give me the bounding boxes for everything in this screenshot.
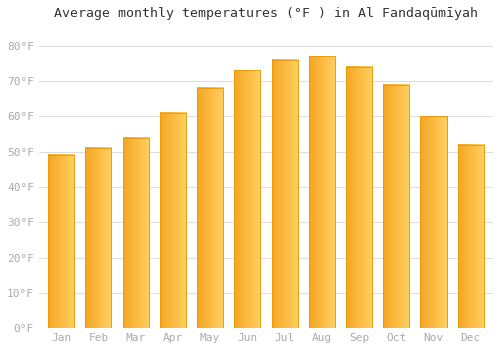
Bar xyxy=(48,155,74,328)
Bar xyxy=(48,155,74,328)
Bar xyxy=(234,70,260,328)
Bar xyxy=(458,145,483,328)
Bar xyxy=(308,56,335,328)
Bar xyxy=(458,145,483,328)
Bar xyxy=(420,116,446,328)
Bar xyxy=(346,67,372,328)
Bar xyxy=(383,85,409,328)
Bar xyxy=(160,113,186,328)
Bar xyxy=(346,67,372,328)
Bar xyxy=(420,116,446,328)
Bar xyxy=(308,56,335,328)
Bar xyxy=(86,148,112,328)
Bar xyxy=(272,60,297,328)
Bar xyxy=(122,138,148,328)
Bar xyxy=(160,113,186,328)
Title: Average monthly temperatures (°F ) in Al Fandaqūmīyah: Average monthly temperatures (°F ) in Al… xyxy=(54,7,478,20)
Bar xyxy=(197,88,223,328)
Bar xyxy=(383,85,409,328)
Bar xyxy=(234,70,260,328)
Bar xyxy=(86,148,112,328)
Bar xyxy=(197,88,223,328)
Bar xyxy=(122,138,148,328)
Bar xyxy=(272,60,297,328)
